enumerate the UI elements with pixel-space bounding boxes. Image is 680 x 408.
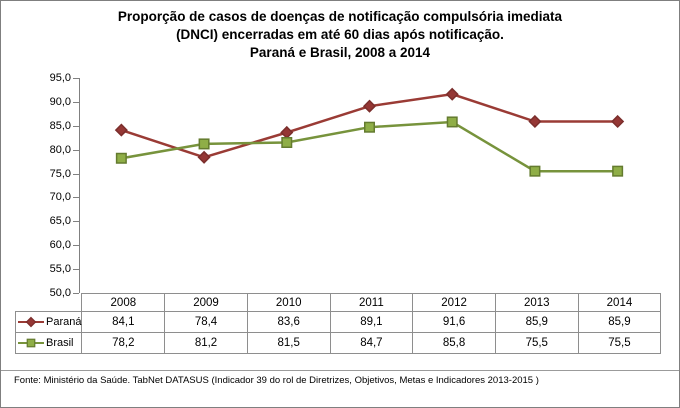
data-point-marker <box>612 165 624 177</box>
y-tick-label: 75,0 <box>49 167 71 180</box>
y-tick-mark <box>73 173 79 175</box>
chart-title-line-1: Proporção de casos de doenças de notific… <box>117 9 563 24</box>
legend-cell-brasil: Brasil <box>14 332 83 354</box>
parana-value: 91,6 <box>412 311 496 333</box>
y-tick-mark <box>73 149 79 151</box>
year-header: 2009 <box>164 293 248 312</box>
y-tick-mark <box>73 293 79 294</box>
data-table: 2008 2009 2010 2011 2012 2013 2014 Paran… <box>14 293 662 354</box>
year-header: 2014 <box>577 293 662 312</box>
y-tick-label: 65,0 <box>49 215 71 228</box>
data-point-marker <box>197 150 211 164</box>
parana-value: 85,9 <box>494 311 579 333</box>
y-tick-label: 70,0 <box>49 191 71 204</box>
y-tick-mark <box>73 197 79 199</box>
data-point-marker <box>362 99 377 113</box>
y-tick-label: 55,0 <box>49 263 71 276</box>
source-note: Fonte: Ministério da Saúde. TabNet DATAS… <box>14 375 539 386</box>
brasil-value: 78,2 <box>81 332 166 354</box>
parana-value: 84,1 <box>81 311 166 333</box>
data-point-marker <box>445 87 459 101</box>
y-tick-mark <box>73 101 79 103</box>
table-corner-cell <box>16 294 82 312</box>
year-header: 2008 <box>81 293 166 312</box>
legend-cell-parana: Paraná <box>14 311 83 333</box>
y-tick-label: 60,0 <box>49 239 71 252</box>
data-point-marker <box>364 121 375 133</box>
chart-title-line-2: (DNCI) encerradas em até 60 dias após no… <box>176 27 504 42</box>
year-header: 2010 <box>246 293 331 312</box>
data-point-marker <box>280 125 294 140</box>
data-point-marker <box>529 165 541 177</box>
parana-legend-key-icon <box>18 316 44 328</box>
year-header: 2013 <box>494 293 579 312</box>
data-point-marker <box>611 114 625 129</box>
year-header: 2012 <box>412 293 496 312</box>
chart-title: Proporção de casos de doenças de notific… <box>1 8 679 62</box>
data-point-marker <box>25 316 37 328</box>
data-point-marker <box>528 114 542 129</box>
parana-value: 83,6 <box>246 311 331 333</box>
brasil-legend-label: Brasil <box>46 337 74 349</box>
y-tick-label: 80,0 <box>49 143 71 156</box>
parana-value: 85,9 <box>577 311 662 333</box>
parana-value: 89,1 <box>329 311 414 333</box>
brasil-value: 75,5 <box>577 332 662 354</box>
y-tick-label: 95,0 <box>49 72 71 84</box>
y-tick-label: 50,0 <box>49 287 71 299</box>
y-tick-mark <box>73 125 79 127</box>
brasil-legend-key-icon <box>18 337 44 349</box>
brasil-value: 81,5 <box>246 332 331 354</box>
plot-area <box>79 78 659 293</box>
y-tick-label: 90,0 <box>49 95 71 108</box>
data-point-marker <box>198 138 210 150</box>
data-point-marker <box>26 338 36 348</box>
brasil-value: 85,8 <box>412 332 496 354</box>
brasil-value: 81,2 <box>164 332 248 354</box>
y-tick-mark <box>73 245 79 247</box>
data-point-marker <box>115 152 127 164</box>
table-row-parana: Paraná 84,1 78,4 83,6 89,1 91,6 85,9 85,… <box>14 311 662 333</box>
y-tick-mark <box>73 78 79 79</box>
chart-title-line-3: Paraná e Brasil, 2008 a 2014 <box>249 45 431 60</box>
brasil-value: 75,5 <box>494 332 579 354</box>
brasil-value: 84,7 <box>329 332 414 354</box>
y-tick-mark <box>73 269 79 271</box>
table-row-brasil: Brasil 78,2 81,2 81,5 84,7 85,8 75,5 75,… <box>14 332 662 354</box>
data-point-marker <box>114 123 128 137</box>
y-tick-mark <box>73 221 79 223</box>
footer-separator-line <box>1 370 679 371</box>
parana-value: 78,4 <box>164 311 248 333</box>
data-point-marker <box>281 137 293 148</box>
year-header: 2011 <box>329 293 414 312</box>
chart-plot <box>114 87 625 177</box>
y-tick-label: 85,0 <box>49 119 71 132</box>
parana-legend-label: Paraná <box>46 316 82 328</box>
data-point-marker <box>446 116 458 128</box>
